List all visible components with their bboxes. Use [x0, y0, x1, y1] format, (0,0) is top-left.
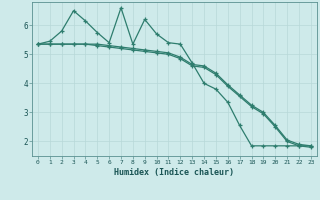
X-axis label: Humidex (Indice chaleur): Humidex (Indice chaleur)	[115, 168, 234, 177]
